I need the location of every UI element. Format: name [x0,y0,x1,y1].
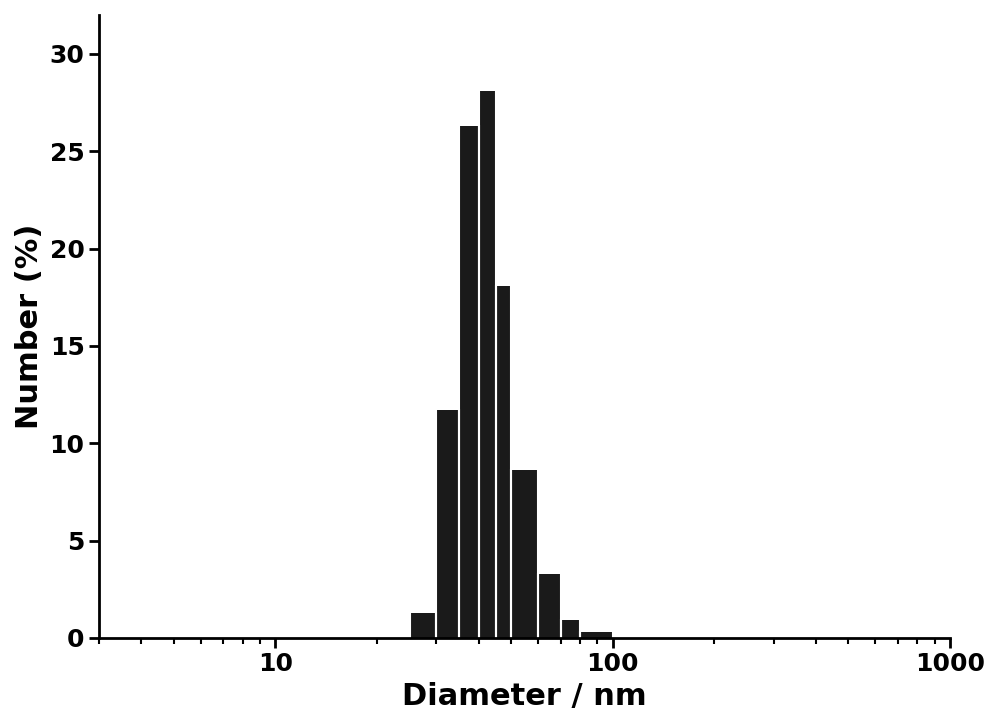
X-axis label: Diameter / nm: Diameter / nm [402,682,647,711]
Y-axis label: Number (%): Number (%) [15,224,44,429]
